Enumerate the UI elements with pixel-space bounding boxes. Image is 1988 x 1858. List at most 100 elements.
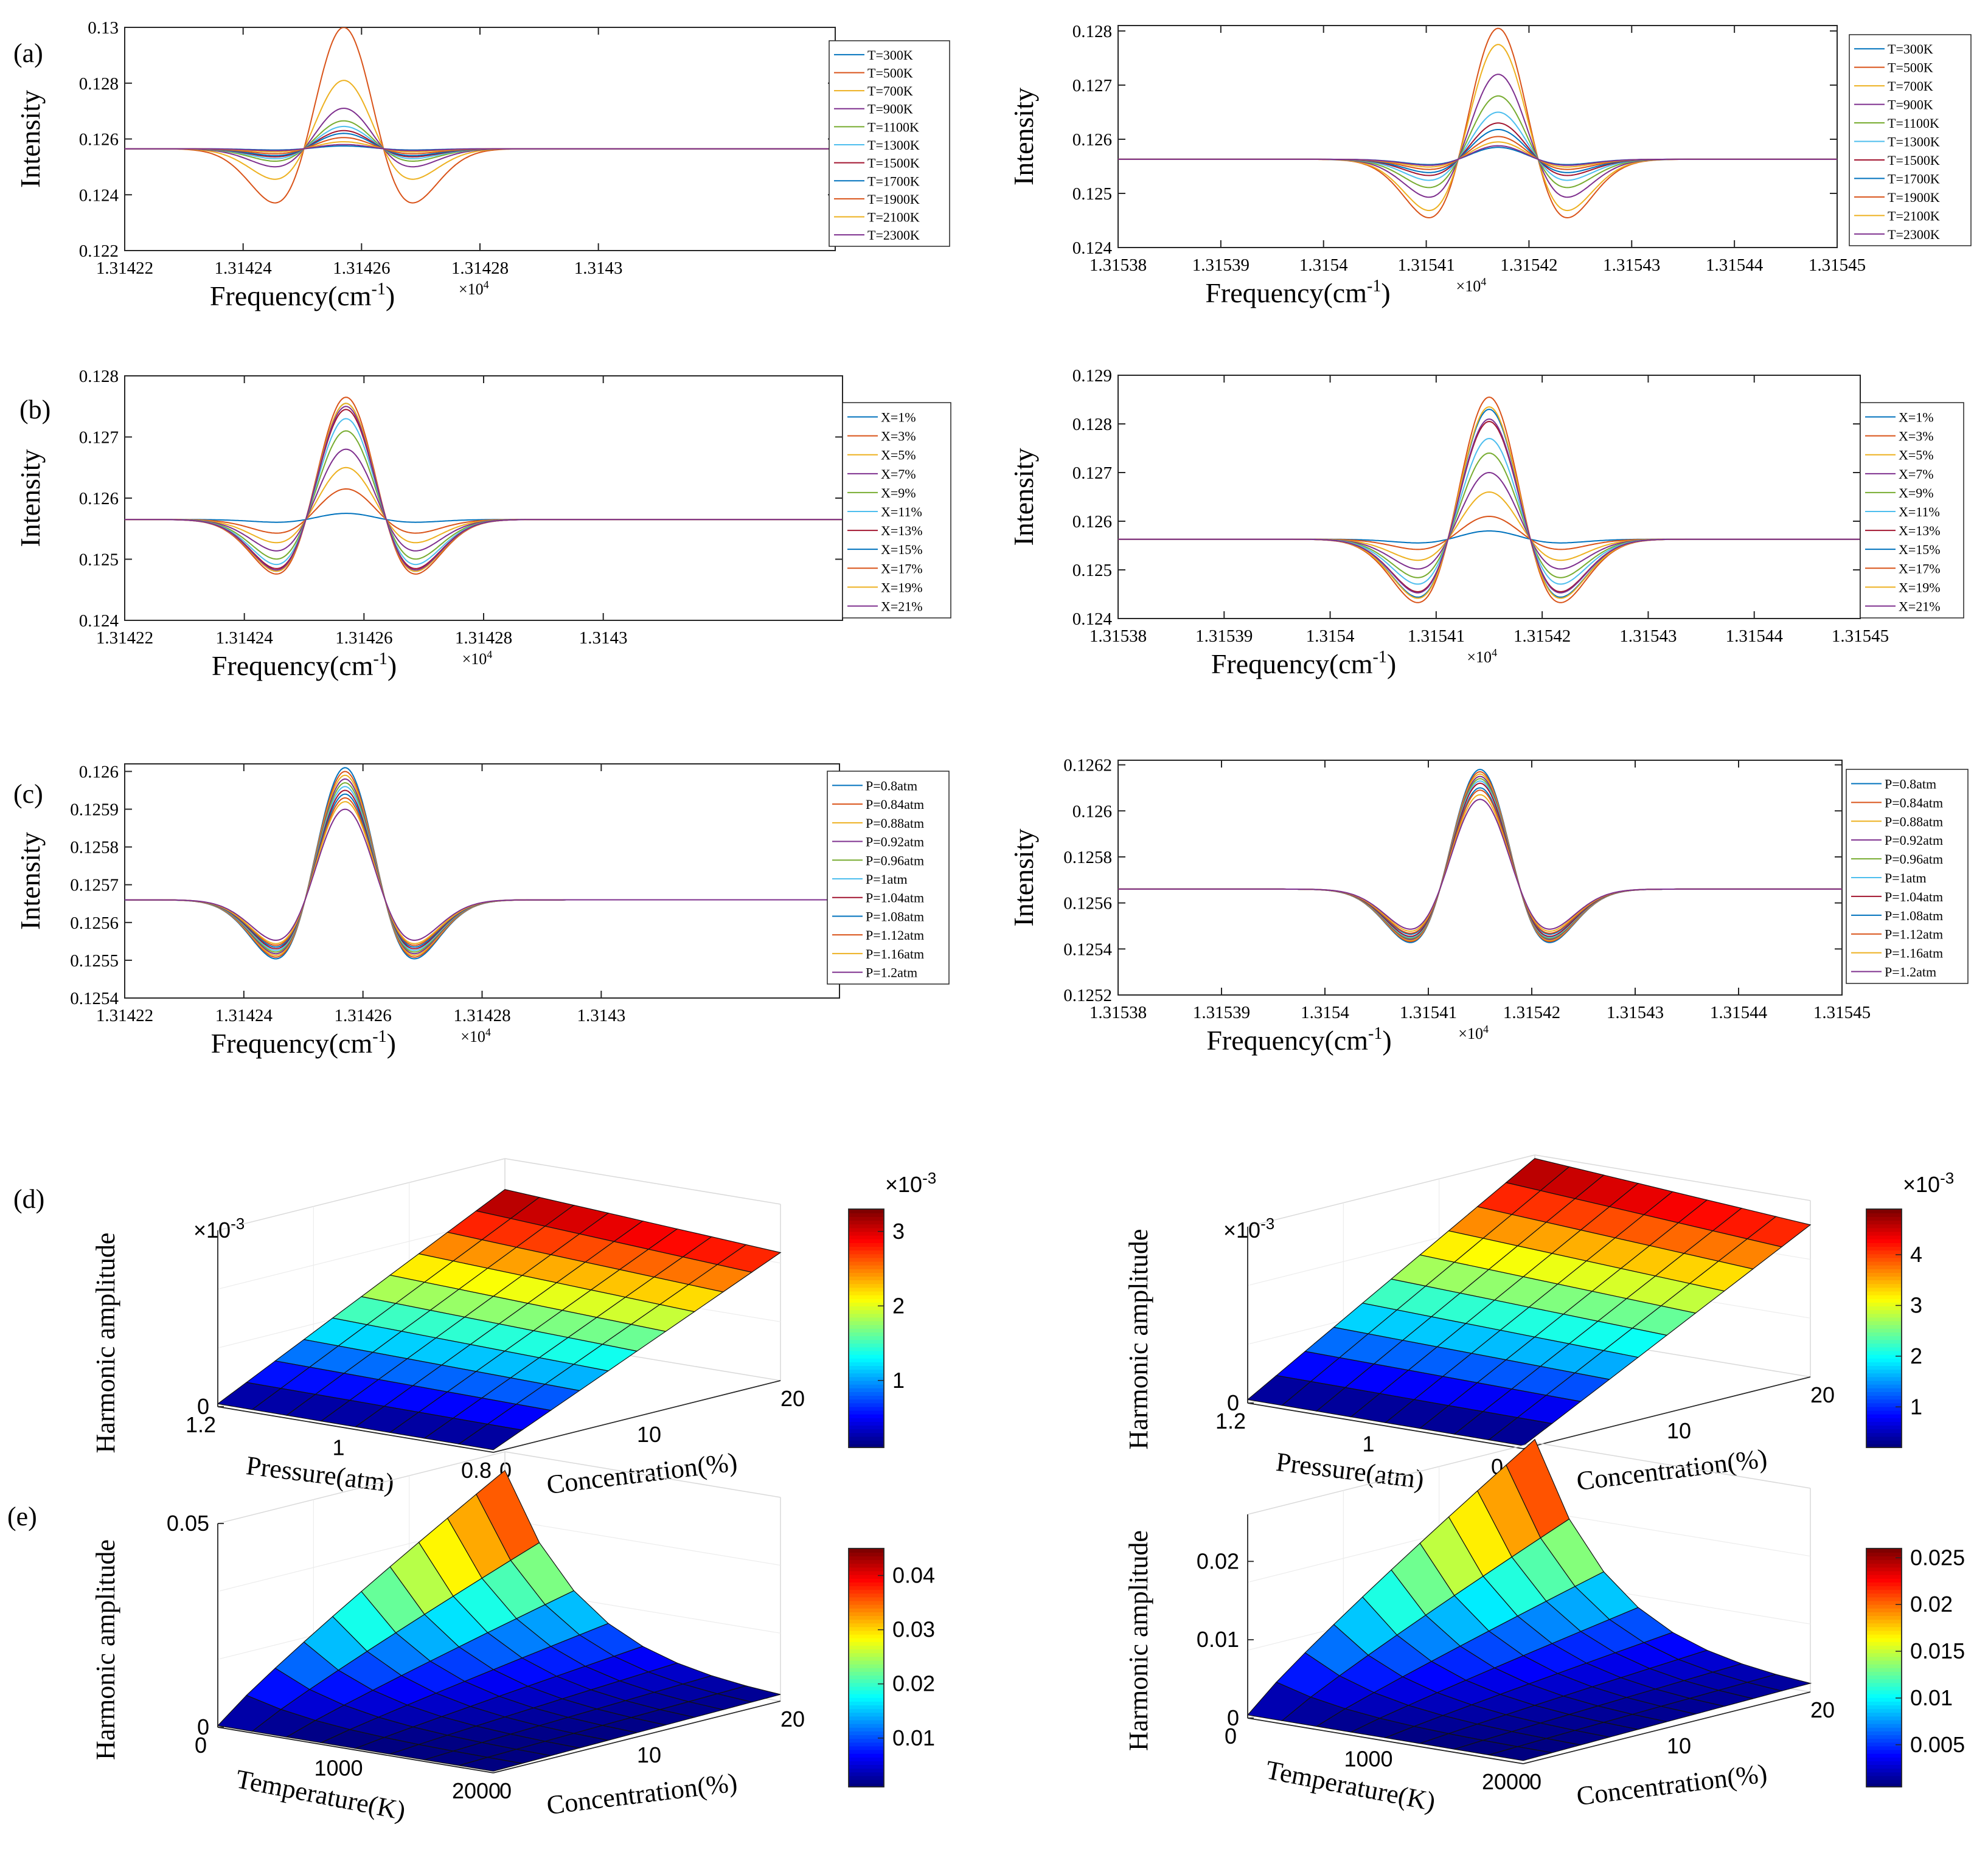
x-axis-label-sup: -1 — [372, 280, 386, 299]
y-tick-label: 20 — [780, 1386, 805, 1411]
surface-mesh — [217, 1469, 781, 1772]
colorbar-segment — [1866, 1440, 1902, 1444]
series-line — [1118, 145, 1837, 166]
colorbar-segment — [849, 1358, 884, 1362]
legend-entry: T=900K — [1888, 97, 1933, 113]
surface-mesh — [217, 1189, 782, 1451]
colorbar-segment — [849, 1440, 884, 1444]
colorbar-segment — [1866, 1436, 1902, 1441]
colorbar-tick-label: 1 — [892, 1368, 905, 1393]
legend-entry: X=3% — [1899, 429, 1934, 444]
colorbar-segment — [1866, 1693, 1902, 1698]
colorbar-segment — [849, 1652, 884, 1657]
legend-entry: T=1100K — [1888, 116, 1939, 131]
legend-entry: T=500K — [867, 65, 913, 80]
x-axis-label-close: ) — [1382, 1025, 1391, 1056]
y-tick-label: 0.125 — [1072, 561, 1112, 580]
legend-entry: X=5% — [881, 448, 916, 463]
colorbar-segment — [849, 1772, 884, 1777]
colorbar-segment — [1866, 1719, 1902, 1724]
y-axis-label: Concentration(%) — [1575, 1758, 1769, 1811]
series-line — [125, 144, 835, 151]
surface-patch — [459, 1756, 523, 1772]
x-axis-label-close: ) — [1387, 648, 1396, 679]
colorbar-segment — [1866, 1656, 1902, 1661]
colorbar-segment — [849, 1213, 884, 1218]
colorbar-segment — [849, 1399, 884, 1404]
y-tick-label: 20 — [1810, 1382, 1835, 1407]
colorbar-segment — [849, 1775, 884, 1780]
colorbar-segment — [849, 1231, 884, 1236]
y-tick-label: 0.128 — [1072, 415, 1112, 434]
x-exponent: ×104 — [1456, 276, 1487, 295]
colorbar-segment — [849, 1701, 884, 1706]
y-axis-label: Intensity — [1008, 88, 1039, 185]
colorbar-exponent: ×10-3 — [885, 1169, 936, 1197]
colorbar: 1 2 3 ×10-3 — [848, 1169, 936, 1448]
colorbar-segment — [849, 1645, 884, 1650]
colorbar-segment — [1866, 1612, 1902, 1617]
colorbar-segment — [1866, 1276, 1902, 1281]
colorbar-segment — [849, 1712, 884, 1717]
y-tick-label: 0.1258 — [70, 838, 119, 858]
x-axis-label: Frequency(cm-1) — [212, 650, 397, 681]
colorbar-segment — [849, 1574, 884, 1579]
y-tick-label: 20 — [1810, 1697, 1835, 1722]
colorbar-segment — [1866, 1708, 1902, 1713]
colorbar-tick-label: 1 — [1910, 1394, 1922, 1419]
colorbar-segment — [1866, 1406, 1902, 1411]
x-tick-label: 0 — [195, 1733, 207, 1758]
colorbar-segment — [849, 1224, 884, 1229]
colorbar-segment — [849, 1638, 884, 1642]
box-edge — [1247, 1154, 1535, 1227]
y-axis-label: Concentration(%) — [1575, 1443, 1769, 1496]
colorbar: 0.005 0.01 0.015 0.02 0.025 — [1866, 1545, 1965, 1787]
colorbar-segment — [1866, 1675, 1902, 1680]
legend-entry: X=13% — [1899, 523, 1941, 538]
grid-line — [504, 1519, 781, 1566]
x-tick-label: 1.2 — [1215, 1409, 1246, 1433]
colorbar-segment — [1866, 1220, 1902, 1225]
colorbar-segment — [849, 1413, 884, 1418]
colorbar-exponent: ×10-3 — [1903, 1169, 1954, 1197]
colorbar-segment — [849, 1402, 884, 1407]
panel-label-e: (e) — [7, 1502, 37, 1531]
colorbar-segment — [1866, 1697, 1902, 1702]
colorbar-segment — [1866, 1701, 1902, 1706]
y-tick-label: 0.124 — [79, 185, 119, 205]
x-tick-label: 1.31422 — [96, 628, 153, 648]
x-tick-label: 1.3143 — [574, 258, 623, 278]
legend-entry: P=0.96atm — [1885, 851, 1943, 867]
box-edge — [1534, 1154, 1811, 1201]
y-tick-label: 0.1255 — [70, 951, 119, 971]
x-tick-label: 1.31545 — [1832, 626, 1889, 646]
colorbar-segment — [849, 1682, 884, 1687]
y-tick-label: 0.126 — [79, 489, 119, 508]
legend-entry: T=2100K — [867, 210, 920, 225]
colorbar-segment — [1866, 1339, 1902, 1344]
x-tick-label: 1.31544 — [1706, 255, 1764, 275]
legend-entry: T=2300K — [1888, 227, 1940, 242]
x-tick-label: 1 — [332, 1435, 344, 1460]
legend-box — [842, 402, 951, 619]
x-tick-label: 1000 — [314, 1756, 363, 1781]
colorbar-tick-label: 3 — [892, 1219, 905, 1244]
colorbar-segment — [849, 1328, 884, 1333]
y-tick-label: 0.1262 — [1063, 756, 1112, 775]
colorbar-segment — [1866, 1638, 1902, 1642]
colorbar-segment — [849, 1738, 884, 1743]
legend-entry: X=19% — [881, 580, 923, 595]
colorbar-segment — [1866, 1283, 1902, 1288]
legend-entry: P=0.8atm — [1885, 776, 1936, 791]
colorbar-segment — [849, 1608, 884, 1612]
x-exponent-sup: 4 — [1483, 1023, 1489, 1035]
colorbar-segment — [1866, 1413, 1902, 1418]
x-axis-label-close: ) — [386, 280, 395, 311]
colorbar-segment — [849, 1779, 884, 1784]
colorbar-segment — [849, 1376, 884, 1381]
y-axis-label: Intensity — [1008, 448, 1039, 546]
x-tick-label: 1.31544 — [1710, 1003, 1768, 1022]
y-axis-line — [493, 1380, 781, 1453]
colorbar-tick-label: 0.01 — [892, 1725, 935, 1750]
